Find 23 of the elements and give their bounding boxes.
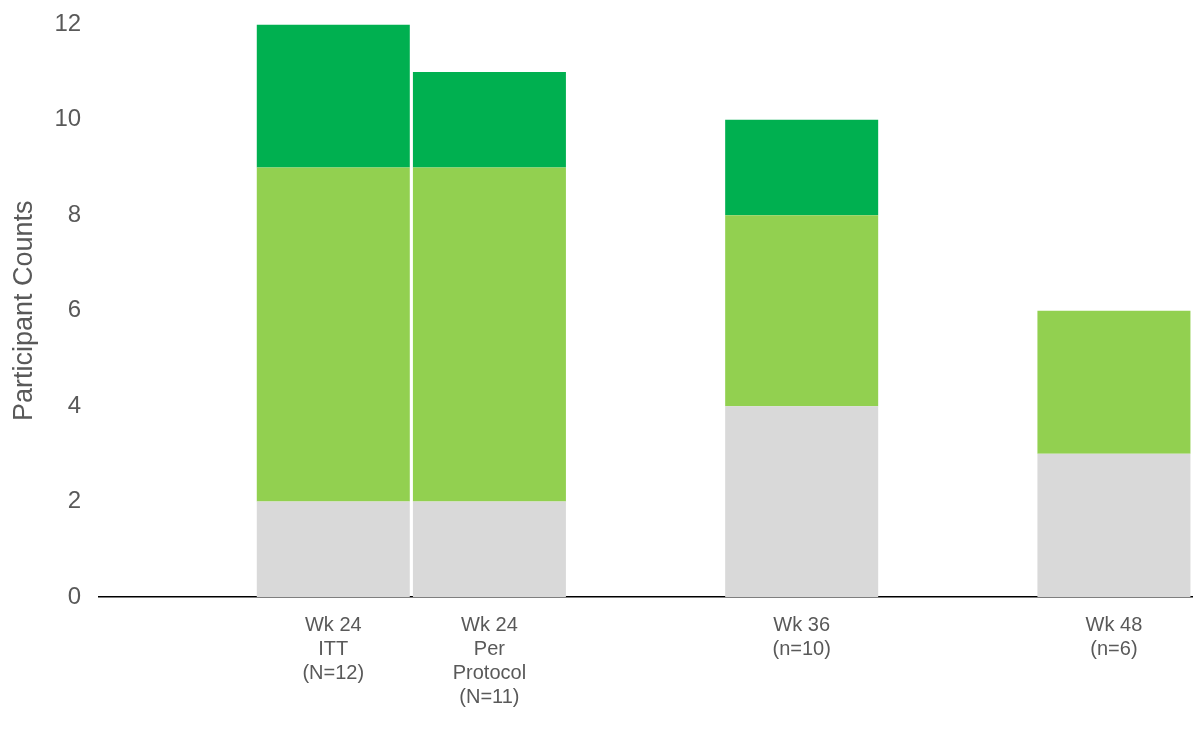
bar (412, 501, 566, 597)
y-axis-title: Participant Counts (7, 200, 38, 422)
bar (256, 501, 410, 597)
bar (1037, 453, 1191, 597)
y-tick-label: 6 (67, 295, 82, 323)
x-tick-label: Wk 36 (n=10) (772, 612, 831, 659)
bar (412, 72, 566, 168)
bar (412, 167, 566, 502)
x-tick-label: Wk 48 (n=6) (1085, 612, 1143, 659)
bar (725, 119, 879, 216)
x-tick-label: Wk 24 ITT (N=12) (302, 612, 365, 683)
bar (256, 24, 410, 168)
y-tick-label: 12 (54, 9, 82, 37)
y-tick-label: 0 (67, 581, 82, 609)
bar (1037, 310, 1191, 454)
bar (725, 406, 879, 597)
x-tick-label: Wk 24 Per Protocol (N=11) (452, 612, 527, 707)
y-tick-label: 4 (67, 390, 82, 418)
y-tick-label: 10 (54, 104, 82, 132)
bar (725, 215, 879, 407)
y-tick-label: 8 (67, 199, 82, 227)
bar (256, 167, 410, 502)
y-tick-label: 2 (67, 486, 82, 514)
